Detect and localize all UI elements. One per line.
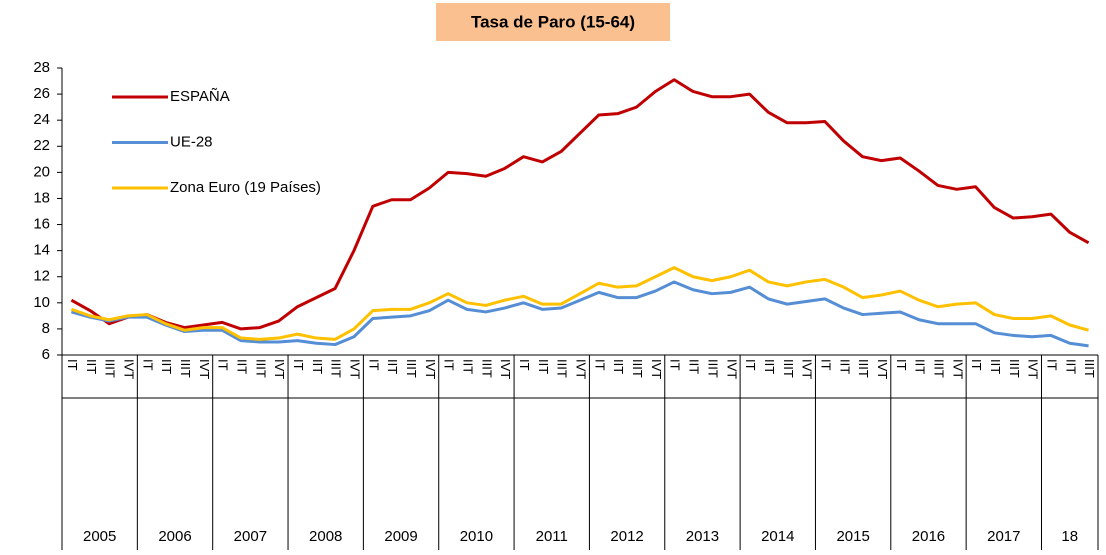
quarter-label: IT [291,359,306,371]
quarter-label: IVT [197,359,212,379]
quarter-label: IIT [235,359,250,374]
year-label: 18 [1061,528,1078,545]
y-tick-label: 16 [33,216,50,233]
quarter-label: IIT [536,359,551,374]
quarter-label: IVT [724,359,739,379]
y-tick-label: 18 [33,189,50,206]
series-line [70,266,1089,341]
quarter-label: IIIT [479,359,494,378]
quarter-label: IVT [1026,359,1041,379]
quarter-label: IVT [574,359,589,379]
year-label: 2006 [158,528,191,545]
legend-label: UE-28 [170,133,213,150]
quarter-label: IIIT [705,359,720,378]
y-tick-label: 12 [33,268,50,285]
quarter-label: IIT [159,359,174,374]
series-line [71,280,1089,348]
quarter-label: IIIT [555,359,570,378]
year-label: 2011 [536,528,568,545]
legend-label: Zona Euro (19 Países) [170,179,321,196]
quarter-label: IIIT [178,359,193,378]
quarter-label: IIT [837,359,852,374]
quarter-label: IIT [461,359,476,374]
quarter-label: IIIT [103,359,118,378]
quarter-label: IT [216,359,231,371]
y-tick-label: 10 [33,294,50,311]
y-tick-label: 22 [33,137,50,154]
quarter-label: IIIT [856,359,871,378]
year-label: 2008 [309,528,342,545]
quarter-label: IT [140,359,155,371]
quarter-label: IIT [1063,359,1078,374]
quarter-label: IT [969,359,984,371]
quarter-label: IIT [84,359,99,374]
series-line [70,78,1090,331]
quarter-label: IIT [687,359,702,374]
quarter-label: IIIT [253,359,268,378]
quarter-label: IIT [310,359,325,374]
y-tick-label: 26 [33,85,50,102]
quarter-label: IIT [385,359,400,374]
quarter-label: IIIT [404,359,419,378]
quarter-label: IVT [498,359,513,379]
quarter-label: IT [517,359,532,371]
quarter-label: IIT [913,359,928,374]
quarter-label: IVT [649,359,664,379]
quarter-label: IT [818,359,833,371]
year-label: 2010 [460,528,493,545]
quarter-label: IT [668,359,683,371]
quarter-label: IIIT [630,359,645,378]
quarter-label: IVT [800,359,815,379]
title-box [436,3,670,41]
quarter-label: IVT [121,359,136,379]
quarter-label: IVT [348,359,363,379]
quarter-label: IT [894,359,909,371]
quarter-label: IT [442,359,457,371]
year-label: 2012 [610,528,643,545]
quarter-label: IIIT [931,359,946,378]
quarter-label: IIIT [1082,359,1097,378]
quarter-label: IT [592,359,607,371]
year-label: 2015 [836,528,869,545]
legend-label: ESPAÑA [170,88,230,105]
chart-title: Tasa de Paro (15-64) [471,12,635,31]
year-label: 2009 [384,528,417,545]
quarter-label: IIT [762,359,777,374]
quarter-label: IT [1044,359,1059,371]
year-label: 2005 [83,528,116,545]
year-label: 2016 [912,528,945,545]
y-tick-label: 20 [33,163,50,180]
year-label: 2013 [686,528,719,545]
year-label: 2007 [234,528,267,545]
quarter-label: IVT [423,359,438,379]
quarter-label: IT [65,359,80,371]
quarter-label: IIT [611,359,626,374]
y-tick-label: 6 [42,346,50,363]
y-tick-label: 14 [33,242,50,259]
quarter-label: IIT [988,359,1003,374]
quarter-label: IVT [875,359,890,379]
year-label: 2014 [761,528,794,545]
quarter-label: IT [366,359,381,371]
y-tick-label: 24 [33,111,50,128]
quarter-label: IIIT [781,359,796,378]
y-tick-label: 8 [42,320,50,337]
year-label: 2017 [987,528,1020,545]
quarter-label: IVT [950,359,965,379]
quarter-label: IT [743,359,758,371]
quarter-label: IVT [272,359,287,379]
y-tick-label: 28 [33,59,50,76]
quarter-label: IIIT [1007,359,1022,378]
quarter-label: IIIT [329,359,344,378]
